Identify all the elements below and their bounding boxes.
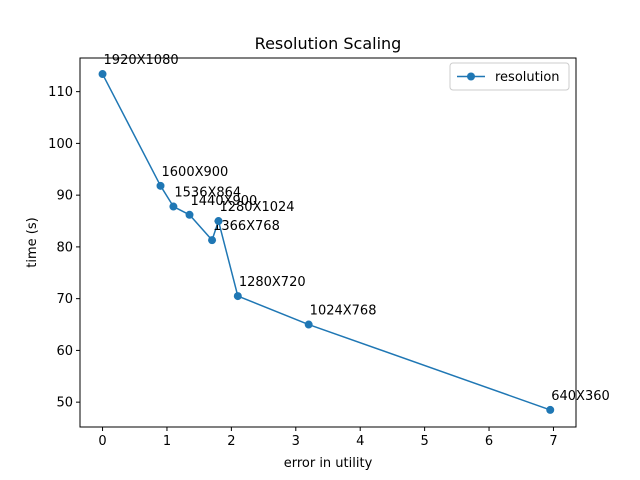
y-tick-label: 100	[48, 137, 73, 152]
x-tick-label: 2	[227, 434, 235, 449]
legend: resolution	[449, 62, 570, 91]
y-tick-label: 50	[56, 396, 73, 411]
x-tick-label: 0	[98, 434, 106, 449]
x-axis: 0 1 2 3 4 5 6 7	[98, 427, 558, 449]
y-tick-label: 90	[56, 189, 73, 204]
y-tick-label: 70	[56, 292, 73, 307]
legend-box	[449, 62, 570, 91]
series-line	[101, 73, 551, 411]
y-axis: 50 60 70 80 90 100 110	[48, 85, 80, 411]
x-tick-label: 7	[549, 434, 557, 449]
legend-marker-icon	[467, 72, 475, 81]
data-point	[546, 405, 555, 414]
y-tick-label: 60	[56, 344, 73, 359]
x-tick-label: 4	[356, 434, 364, 449]
x-tick-label: 5	[420, 434, 428, 449]
point-annotation: 1280X1024	[219, 200, 294, 215]
y-axis-label: time (s)	[25, 217, 40, 267]
point-annotation: 1600X900	[162, 165, 229, 180]
x-tick-label: 1	[163, 434, 171, 449]
data-point	[233, 292, 242, 301]
x-tick-label: 6	[485, 434, 493, 449]
chart-title: Resolution Scaling	[255, 34, 402, 53]
point-annotation: 1536X864	[174, 186, 241, 201]
point-annotation: 1366X768	[213, 219, 280, 234]
point-annotation: 1920X1080	[104, 53, 179, 68]
x-tick-label: 3	[292, 434, 300, 449]
data-point	[304, 320, 313, 329]
data-point	[185, 210, 194, 219]
data-point	[208, 236, 217, 245]
point-annotation: 1280X720	[239, 275, 306, 290]
data-point	[156, 181, 165, 190]
x-axis-label: error in utility	[284, 456, 373, 471]
data-point	[214, 217, 223, 226]
point-annotation: 1024X768	[310, 304, 377, 319]
y-tick-label: 110	[48, 85, 73, 100]
legend-series-name: resolution	[495, 70, 560, 85]
point-annotation: 1440X900	[191, 194, 258, 209]
axes-frame	[79, 57, 577, 428]
point-annotation: 640X360	[551, 389, 610, 404]
y-tick-label: 80	[56, 240, 73, 255]
data-point	[98, 70, 107, 79]
data-point	[169, 202, 178, 211]
